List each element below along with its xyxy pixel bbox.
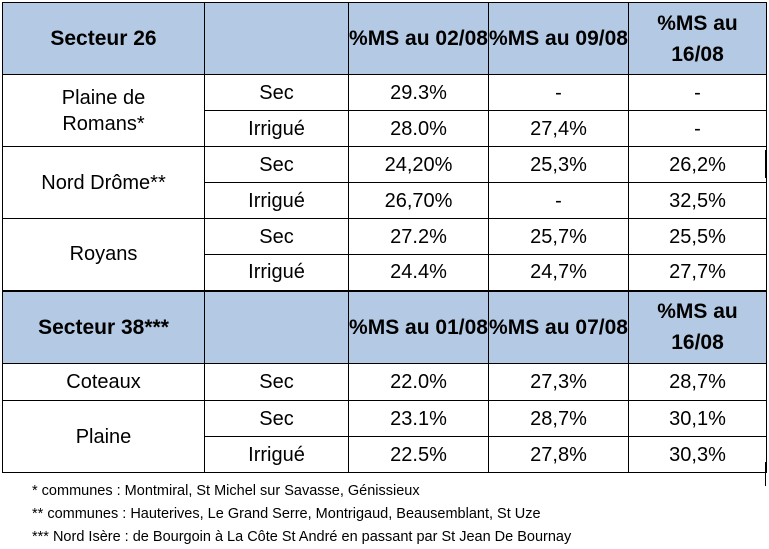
value-cell: 22.5% [348, 436, 489, 473]
type-cell: Sec [204, 74, 349, 111]
value-cell: 32,5% [628, 182, 767, 219]
value-cell: 27,4% [488, 110, 629, 147]
value-cell: 29.3% [348, 74, 489, 111]
value-cell: 25,7% [488, 218, 629, 255]
table-row: Irrigué 28.0% 27,4% - [3, 110, 767, 147]
type-cell: Irrigué [204, 110, 349, 147]
zone-cell: Nord Drôme** [2, 146, 205, 219]
type-cell: Sec [204, 218, 349, 255]
border-stub [765, 150, 766, 178]
value-cell: - [488, 74, 629, 111]
table-row: Plaine de Romans* Sec 29.3% - - [2, 74, 767, 147]
zone-cell: Royans [2, 218, 205, 291]
type-header-empty [204, 289, 349, 364]
value-cell: 24,20% [348, 146, 489, 183]
dry-matter-table: Secteur 26 %MS au 02/08 %MS au 09/08 %MS… [2, 2, 767, 473]
value-cell: 27,3% [488, 363, 629, 401]
value-cell: 26,2% [628, 146, 767, 183]
value-cell: 24,7% [488, 254, 629, 291]
type-cell: Sec [204, 146, 349, 183]
footnotes: * communes : Montmiral, St Michel sur Sa… [32, 480, 571, 549]
zone-cell: Coteaux [2, 363, 205, 401]
value-cell: 27,8% [488, 436, 629, 473]
type-cell: Irrigué [204, 182, 349, 219]
date-header: %MS au 02/08 [348, 2, 489, 75]
header-row-secteur-26: Secteur 26 %MS au 02/08 %MS au 09/08 %MS… [2, 2, 767, 75]
value-cell: 27,7% [628, 254, 767, 291]
value-cell: 30,3% [628, 436, 767, 473]
date-header: %MS au 16/08 [628, 2, 767, 75]
value-cell: 28,7% [628, 363, 767, 401]
value-cell: 28.0% [348, 110, 489, 147]
value-cell: 23.1% [348, 400, 489, 437]
type-cell: Irrigué [204, 436, 349, 473]
zone-cell: Plaine [2, 400, 205, 473]
value-cell: - [628, 74, 767, 111]
table-row: Irrigué 26,70% - 32,5% [3, 182, 767, 219]
table-row: Irrigué 24.4% 24,7% 27,7% [3, 254, 767, 291]
table-row: Nord Drôme** Sec 24,20% 25,3% 26,2% [2, 146, 767, 219]
value-cell: 30,1% [628, 400, 767, 437]
date-header: %MS au 01/08 [348, 289, 489, 364]
table-row: Irrigué 22.5% 27,8% 30,3% [3, 436, 767, 473]
footnote: *** Nord Isère : de Bourgoin à La Côte S… [32, 529, 572, 545]
date-header: %MS au 07/08 [488, 289, 629, 364]
table-row: Royans Sec 27.2% 25,7% 25,5% [2, 218, 767, 291]
footnote: * communes : Montmiral, St Michel sur Sa… [32, 483, 420, 499]
value-cell: - [628, 110, 767, 147]
sector-header: Secteur 26 [2, 2, 205, 75]
zone-cell: Plaine de Romans* [2, 74, 205, 147]
value-cell: 28,7% [488, 400, 629, 437]
type-cell: Sec [204, 363, 349, 401]
table-row: Plaine Sec 23.1% 28,7% 30,1% [2, 400, 767, 473]
border-stub [765, 462, 766, 486]
value-cell: 22.0% [348, 363, 489, 401]
date-header: %MS au 16/08 [628, 289, 767, 364]
footnote: ** communes : Hauterives, Le Grand Serre… [32, 506, 541, 522]
date-header: %MS au 09/08 [488, 2, 629, 75]
sector-header: Secteur 38*** [2, 289, 205, 364]
value-cell: 25,3% [488, 146, 629, 183]
value-cell: 27.2% [348, 218, 489, 255]
value-cell: 24.4% [348, 254, 489, 291]
type-cell: Sec [204, 400, 349, 437]
header-row-secteur-38: Secteur 38*** %MS au 01/08 %MS au 07/08 … [2, 289, 767, 364]
type-cell: Irrigué [204, 254, 349, 291]
table-row: Coteaux Sec 22.0% 27,3% 28,7% [2, 363, 767, 401]
type-header-empty [204, 2, 349, 75]
value-cell: 25,5% [628, 218, 767, 255]
value-cell: - [488, 182, 629, 219]
value-cell: 26,70% [348, 182, 489, 219]
